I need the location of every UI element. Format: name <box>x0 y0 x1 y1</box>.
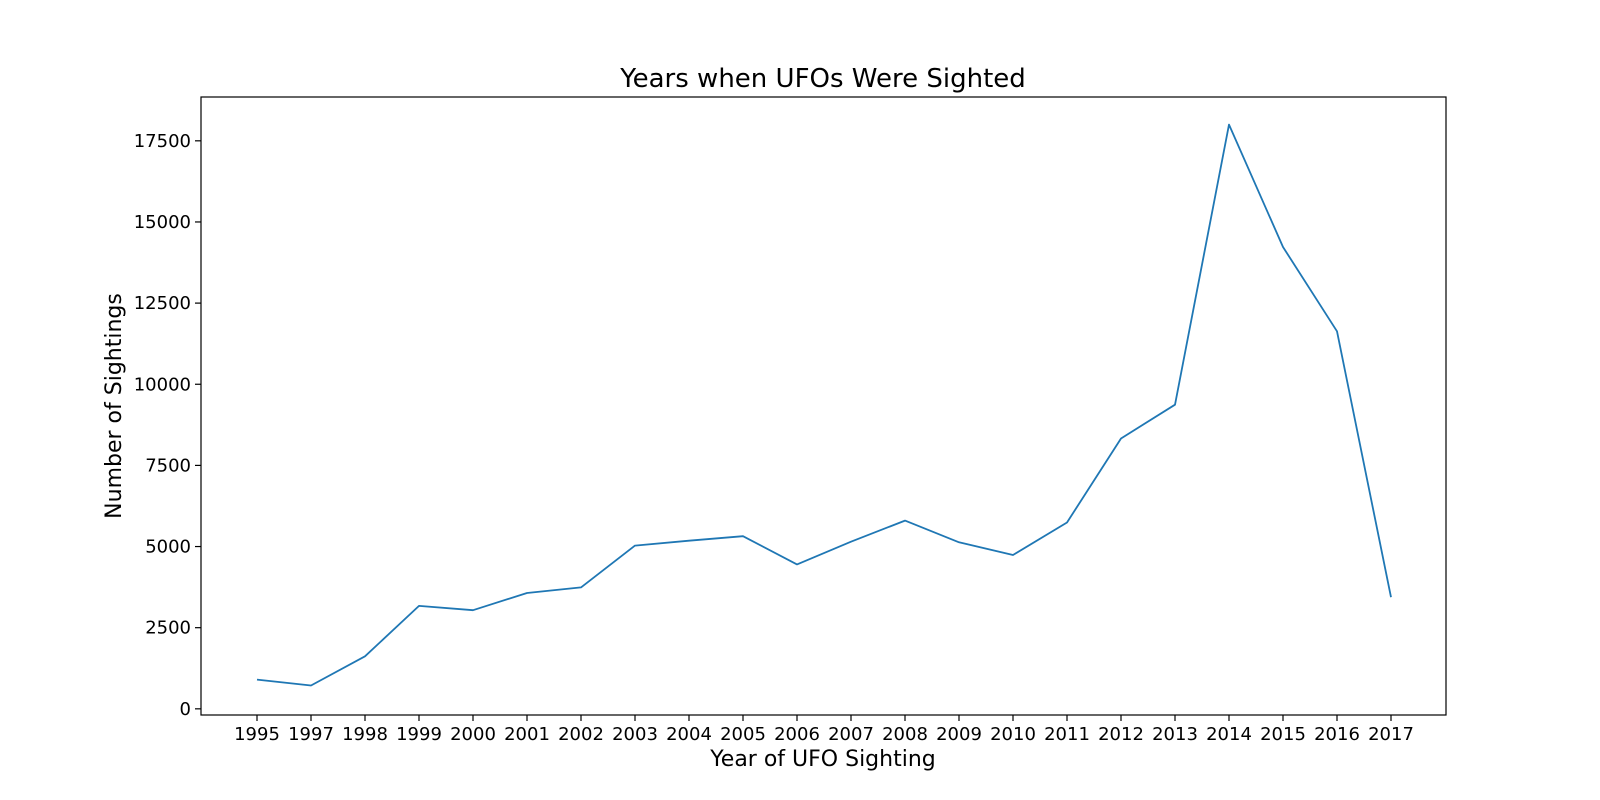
x-tick-label: 2011 <box>1044 724 1090 745</box>
x-tick-label: 2008 <box>882 724 928 745</box>
x-tick-label: 2015 <box>1260 724 1306 745</box>
x-tick-label: 2000 <box>450 724 496 745</box>
y-tick-label: 5000 <box>145 537 191 558</box>
x-tick-label: 2005 <box>720 724 766 745</box>
series-line <box>256 123 1392 687</box>
y-tick-label: 10000 <box>134 374 191 395</box>
x-tick-label: 1995 <box>234 724 280 745</box>
x-tick-label: 2002 <box>558 724 604 745</box>
x-tick-label: 2017 <box>1368 724 1414 745</box>
y-axis: 0 2500 5000 7500 10000 12500 15000 17500 <box>134 131 201 720</box>
y-axis-title: Number of Sightings <box>102 293 127 519</box>
x-tick-label: 2014 <box>1206 724 1252 745</box>
y-tick-label: 17500 <box>134 131 191 152</box>
x-tick-label: 2012 <box>1098 724 1144 745</box>
series-layer <box>256 123 1392 687</box>
y-tick-label: 7500 <box>145 455 191 476</box>
y-tick-label: 12500 <box>134 293 191 314</box>
x-tick-label: 2013 <box>1152 724 1198 745</box>
plot-frame <box>200 96 1447 716</box>
x-tick-label: 1997 <box>288 724 334 745</box>
x-tick-label: 2016 <box>1314 724 1360 745</box>
x-axis-title: Year of UFO Sighting <box>709 747 935 772</box>
x-tick-label: 1998 <box>342 724 388 745</box>
x-axis: 1995 1997 1998 1999 2000 2001 2002 2003 2004 2005… <box>234 715 1414 745</box>
y-tick-label: 0 <box>180 699 191 720</box>
y-tick-label: 2500 <box>145 618 191 639</box>
x-tick-label: 2004 <box>666 724 712 745</box>
x-tick-label: 2003 <box>612 724 658 745</box>
y-tick-label: 15000 <box>134 212 191 233</box>
x-tick-label: 1999 <box>396 724 442 745</box>
x-tick-label: 2009 <box>936 724 982 745</box>
x-tick-label: 2010 <box>990 724 1036 745</box>
chart-title: Years when UFOs Were Sighted <box>619 64 1026 94</box>
x-tick-label: 2001 <box>504 724 550 745</box>
x-tick-label: 2007 <box>828 724 874 745</box>
x-tick-label: 2006 <box>774 724 820 745</box>
